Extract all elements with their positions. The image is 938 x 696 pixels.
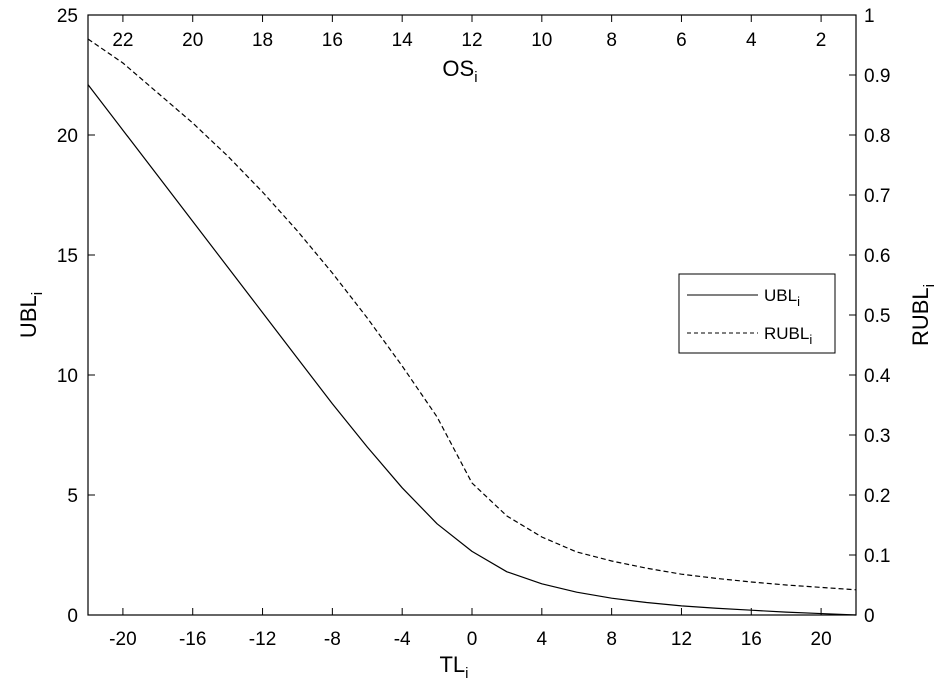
y2-tick-label: 0 (864, 606, 875, 627)
tick-marks (88, 14, 856, 616)
y2-tick-labels: 0 0.1 0.2 0.3 0.4 0.5 0.6 0.7 0.8 0.9 1 (864, 6, 891, 627)
x-tick-label: 16 (741, 629, 762, 650)
x-tick-label: 4 (537, 629, 548, 650)
x-axis-title: TLi (439, 652, 468, 682)
legend-label-rubl: RUBLi (764, 324, 812, 347)
x-tick-label: 20 (811, 629, 832, 650)
x2-tick-label: 4 (746, 30, 757, 51)
legend: UBLi RUBLi (678, 273, 836, 354)
x-tick-label: 12 (671, 629, 692, 650)
x2-tick-label: 2 (816, 30, 827, 51)
series-line-ubl (87, 84, 857, 616)
y2-tick-label: 1 (864, 6, 875, 27)
x2-tick-label: 18 (252, 30, 273, 51)
y2-tick-label: 0.8 (864, 126, 890, 147)
x-tick-label: -20 (109, 629, 136, 650)
y-tick-label: 5 (67, 486, 78, 507)
legend-label-ubl: UBLi (764, 286, 800, 309)
x2-tick-label: 16 (322, 30, 343, 51)
y2-tick-label: 0.6 (864, 246, 890, 267)
y-axis-title: UBLi (16, 292, 46, 338)
y-tick-label: 20 (57, 126, 78, 147)
x-tick-labels: -20 -16 -12 -8 -4 0 4 8 12 16 20 (109, 629, 831, 650)
x2-tick-label: 8 (606, 30, 617, 51)
x-tick-label: -8 (324, 629, 341, 650)
x2-tick-label: 14 (392, 30, 414, 51)
y2-tick-label: 0.2 (864, 486, 890, 507)
x-tick-label: -4 (394, 629, 411, 650)
x2-tick-label: 6 (676, 30, 687, 51)
y-tick-label: 25 (57, 6, 78, 27)
x-tick-label: -16 (179, 629, 206, 650)
y2-tick-label: 0.7 (864, 186, 890, 207)
x2-axis-title: OSi (442, 56, 477, 86)
y2-axis-title: RUBLi (908, 284, 938, 346)
y2-tick-label: 0.3 (864, 426, 890, 447)
y2-tick-label: 0.1 (864, 546, 890, 567)
y2-tick-label: 0.5 (864, 306, 890, 327)
legend-box (678, 273, 836, 354)
x-tick-label: 8 (606, 629, 617, 650)
x2-tick-label: 20 (182, 30, 203, 51)
y-tick-label: 0 (67, 606, 78, 627)
x-tick-label: -12 (249, 629, 276, 650)
x2-tick-label: 12 (461, 30, 482, 51)
y-tick-labels: 0 5 10 15 20 25 (57, 6, 78, 627)
y-tick-label: 15 (57, 246, 78, 267)
series-layer (87, 38, 857, 616)
x-tick-label: 0 (467, 629, 478, 650)
x2-tick-label: 22 (112, 30, 133, 51)
y2-tick-label: 0.4 (864, 366, 891, 387)
x2-tick-label: 10 (531, 30, 552, 51)
y2-tick-label: 0.9 (864, 66, 890, 87)
series-line-rubl (87, 38, 857, 591)
y-tick-label: 10 (57, 366, 78, 387)
x2-tick-labels: 22 20 18 16 14 12 10 8 6 4 2 (112, 30, 826, 51)
